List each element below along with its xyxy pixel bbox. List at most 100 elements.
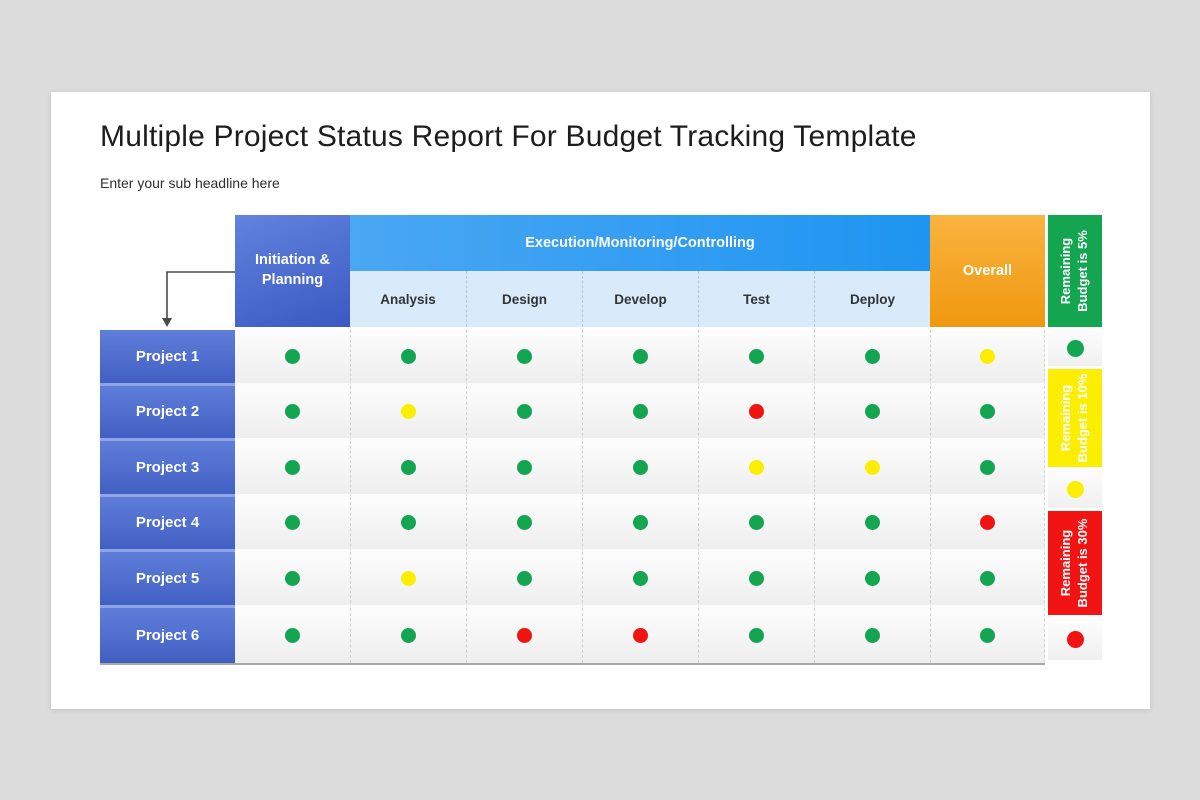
status-dot-red [633,627,648,643]
status-dot-green [517,570,532,586]
status-cell [814,330,930,386]
legend-label: Remaining Budget is 10% [1058,373,1090,463]
project-row-header: Project 1 [100,330,235,386]
status-cell [814,607,930,663]
status-cell [698,385,814,441]
status-dot-green [633,459,648,475]
status-cell [814,385,930,441]
status-dot-green [865,570,880,586]
status-cell [930,607,1045,663]
legend-box-red: Remaining Budget is 30% [1048,511,1102,615]
table-header: Initiation & Planning Execution/Monitori… [100,215,1045,327]
legend-label: Remaining Budget is 30% [1058,518,1090,608]
status-dot-yellow [865,459,880,475]
legend-dot-red [1066,630,1084,648]
status-cell [466,496,582,552]
status-cell [698,441,814,497]
table-corner-spacer [100,215,235,327]
status-dot-green [865,515,880,531]
legend-box-green: Remaining Budget is 5% [1048,215,1102,327]
status-cell [350,330,466,386]
column-header-deploy: Deploy [814,271,930,327]
status-dot-green [401,515,416,531]
status-cell [582,441,698,497]
status-cell [814,552,930,608]
status-dot-green [285,570,300,586]
column-header-execution-monitoring-controlling: Execution/Monitoring/Controlling [350,215,930,271]
legend-dot-cell [1048,330,1102,366]
status-dot-green [865,627,880,643]
status-dot-green [517,515,532,531]
status-cell [582,607,698,663]
status-dot-yellow [749,459,764,475]
status-cell [930,552,1045,608]
page-subtitle: Enter your sub headline here [100,175,280,191]
legend-label: Remaining Budget is 5% [1058,230,1090,312]
status-cell [698,552,814,608]
status-dot-green [749,348,764,364]
status-cell [350,441,466,497]
status-dot-yellow [401,570,416,586]
project-row-header: Project 2 [100,385,235,441]
project-row: Project 2 [100,385,1045,441]
status-cell [582,385,698,441]
budget-legend-column: Remaining Budget is 5% Remaining Budget i… [1048,215,1102,665]
status-cell [235,552,350,608]
project-row-header: Project 6 [100,607,235,663]
status-cell [814,441,930,497]
status-cell [466,385,582,441]
table-body: Project 1 Project 2 Project 3 Project 4 Proj… [100,330,1045,665]
status-dot-red [749,404,764,420]
status-cell [235,441,350,497]
status-dot-green [749,515,764,531]
status-dot-yellow [980,348,995,364]
status-dot-green [285,515,300,531]
status-cell [582,330,698,386]
status-cell [235,330,350,386]
status-report-table: Initiation & Planning Execution/Monitori… [100,215,1102,665]
project-row: Project 5 [100,552,1045,608]
status-dot-green [285,627,300,643]
status-cell [235,607,350,663]
project-row: Project 6 [100,607,1045,663]
status-cell [466,441,582,497]
status-cell [466,330,582,386]
status-dot-green [633,515,648,531]
status-cell [582,496,698,552]
status-dot-yellow [401,404,416,420]
status-dot-green [980,459,995,475]
column-header-overall: Overall [930,215,1045,327]
status-cell [350,385,466,441]
project-row: Project 3 [100,441,1045,497]
project-row-header: Project 4 [100,496,235,552]
status-cell [235,385,350,441]
column-header-initiation-planning: Initiation & Planning [235,215,350,327]
project-row: Project 4 [100,496,1045,552]
project-row-header: Project 3 [100,441,235,497]
status-cell [930,385,1045,441]
status-dot-red [517,627,532,643]
status-dot-green [980,627,995,643]
status-dot-green [865,348,880,364]
project-row-header: Project 5 [100,552,235,608]
status-dot-green [285,404,300,420]
status-cell [930,496,1045,552]
column-header-analysis: Analysis [350,271,466,327]
status-dot-green [749,627,764,643]
legend-dot-cell [1048,618,1102,660]
legend-dot-green [1066,339,1084,357]
status-cell [350,552,466,608]
status-cell [235,496,350,552]
status-dot-green [980,404,995,420]
status-dot-red [980,515,995,531]
status-cell [698,330,814,386]
status-dot-green [633,348,648,364]
status-cell [582,552,698,608]
column-header-test: Test [698,271,814,327]
status-dot-green [401,348,416,364]
legend-box-yellow: Remaining Budget is 10% [1048,369,1102,467]
status-dot-green [517,404,532,420]
status-dot-green [285,348,300,364]
page-title: Multiple Project Status Report For Budge… [100,120,917,153]
